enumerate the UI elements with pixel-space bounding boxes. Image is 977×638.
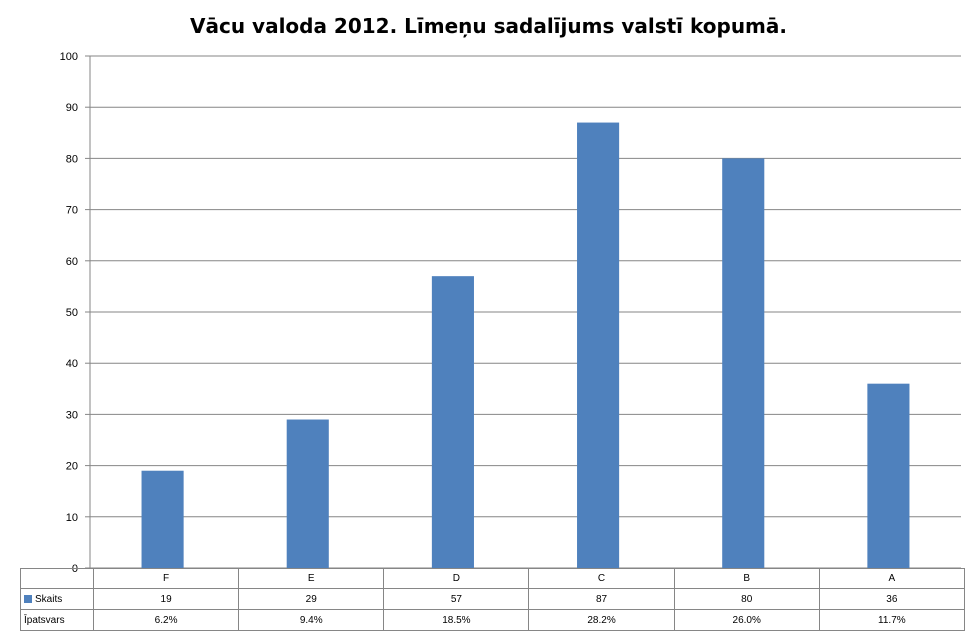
data-table-corner bbox=[20, 568, 94, 589]
category-label-a: A bbox=[818, 568, 965, 589]
table-row-count: Skaits 19 29 57 87 80 36 bbox=[20, 588, 965, 610]
category-label-c: C bbox=[528, 568, 675, 589]
share-cell: 6.2% bbox=[92, 609, 240, 631]
share-cell: 28.2% bbox=[528, 609, 675, 631]
legend-key bbox=[24, 594, 32, 603]
category-label-d: D bbox=[383, 568, 530, 589]
category-row: F E D C B A bbox=[20, 568, 965, 589]
share-row-label: Īpatsvars bbox=[20, 609, 94, 631]
y-tick-label: 80 bbox=[66, 153, 78, 165]
bar-f bbox=[141, 470, 184, 568]
legend-label: Skaits bbox=[35, 593, 63, 605]
count-cell: 57 bbox=[383, 588, 530, 610]
bar-d bbox=[431, 276, 474, 568]
bar-c bbox=[577, 122, 620, 568]
category-label-f: F bbox=[92, 568, 240, 589]
y-tick-label: 20 bbox=[66, 461, 78, 473]
y-tick-label: 100 bbox=[60, 51, 78, 63]
count-cell: 87 bbox=[528, 588, 675, 610]
data-table: F E D C B A Skaits 19 29 57 87 80 36 Īpa… bbox=[20, 568, 965, 631]
count-cell: 29 bbox=[238, 588, 385, 610]
y-tick-label: 90 bbox=[66, 102, 78, 114]
share-cell: 26.0% bbox=[673, 609, 820, 631]
share-cell: 11.7% bbox=[818, 609, 965, 631]
legend-entry: Skaits bbox=[20, 588, 94, 610]
bar-b bbox=[722, 158, 765, 568]
share-cell: 9.4% bbox=[238, 609, 385, 631]
category-label-e: E bbox=[238, 568, 385, 589]
y-tick-label: 30 bbox=[66, 409, 78, 421]
y-tick-label: 60 bbox=[66, 256, 78, 268]
count-cell: 19 bbox=[92, 588, 240, 610]
y-tick-label: 40 bbox=[66, 358, 78, 370]
share-cell: 18.5% bbox=[383, 609, 530, 631]
category-label-b: B bbox=[673, 568, 820, 589]
y-tick-label: 50 bbox=[66, 307, 78, 319]
chart-title: Vācu valoda 2012. Līmeņu sadalījums vals… bbox=[190, 14, 787, 38]
count-cell: 36 bbox=[818, 588, 965, 610]
bar-a bbox=[867, 383, 910, 568]
y-tick-label: 70 bbox=[66, 205, 78, 217]
count-cell: 80 bbox=[673, 588, 820, 610]
bar-e bbox=[286, 419, 329, 568]
y-tick-label: 10 bbox=[66, 512, 78, 524]
table-row-share: Īpatsvars 6.2% 9.4% 18.5% 28.2% 26.0% 11… bbox=[20, 609, 965, 631]
